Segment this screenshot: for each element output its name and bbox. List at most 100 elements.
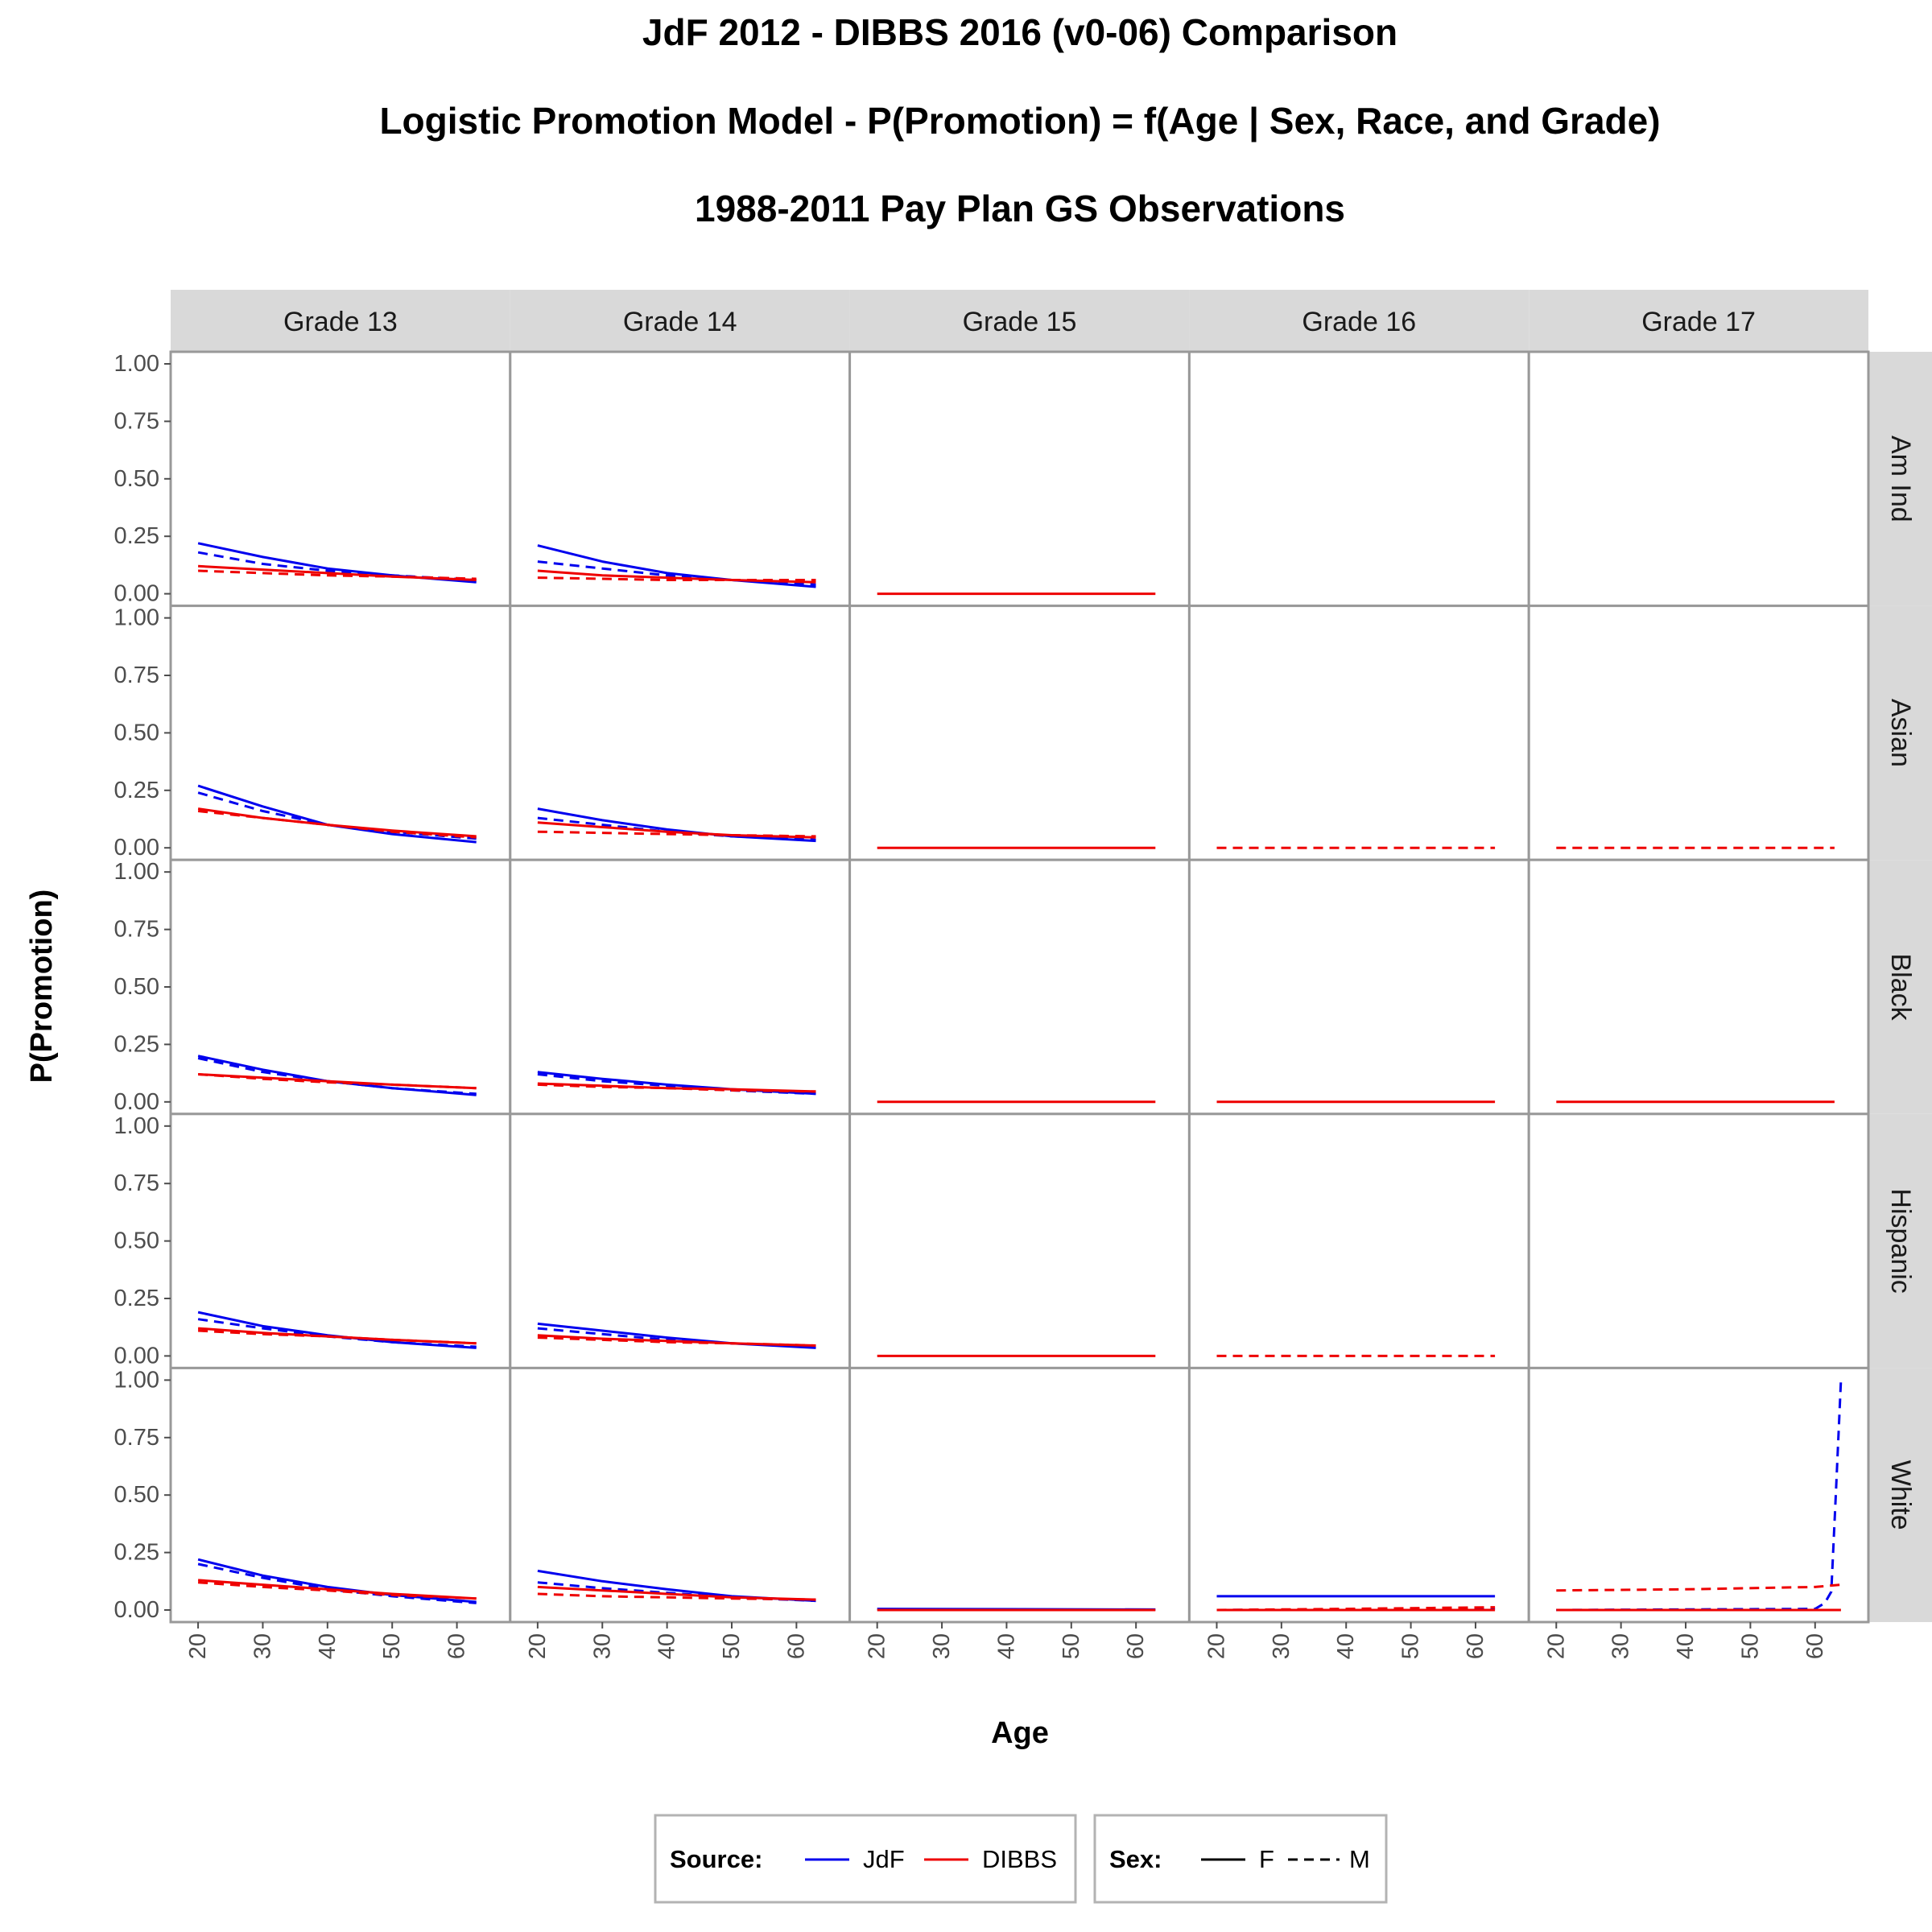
series-line-dibbs-m xyxy=(198,1329,477,1345)
facet-panel xyxy=(1187,858,1530,1116)
series-line-jdf-m xyxy=(537,1073,816,1096)
x-tick-label: 20 xyxy=(865,1633,890,1659)
row-strip-label: Black xyxy=(1885,953,1916,1021)
column-strip xyxy=(171,290,510,352)
series-line-jdf-m xyxy=(197,551,477,581)
y-tick-label: 0.00 xyxy=(114,1597,159,1623)
y-tick-label: 0.50 xyxy=(114,1228,159,1254)
x-tick-label: 40 xyxy=(315,1633,341,1659)
x-tick-label: 20 xyxy=(1543,1633,1569,1659)
column-strip-label: Grade 16 xyxy=(1302,307,1416,337)
x-tick-label: 30 xyxy=(1269,1633,1294,1659)
x-tick-label: 50 xyxy=(1398,1633,1424,1659)
row-strip xyxy=(1869,1113,1932,1368)
y-tick-label: 0.25 xyxy=(114,1540,159,1566)
chart-title-line-3: 1988-2011 Pay Plan GS Observations xyxy=(695,188,1345,229)
y-tick-label: 0.75 xyxy=(114,1425,159,1451)
facet-panel xyxy=(169,1113,512,1369)
y-tick-label: 0.50 xyxy=(114,974,159,1000)
y-tick-label: 0.75 xyxy=(114,408,159,434)
y-tick-label: 1.00 xyxy=(114,351,159,377)
column-strip xyxy=(510,290,850,352)
y-tick-label: 1.00 xyxy=(114,1113,159,1139)
column-strip-label: Grade 15 xyxy=(963,307,1077,337)
series-line-dibbs-m xyxy=(537,1083,816,1093)
x-tick-label: 20 xyxy=(1203,1633,1229,1659)
x-tick-label: 50 xyxy=(379,1633,405,1659)
column-strip-label: Grade 17 xyxy=(1641,307,1756,337)
y-tick-label: 0.00 xyxy=(114,1089,159,1115)
y-tick-label: 0.25 xyxy=(114,778,159,803)
y-tick-label: 0.25 xyxy=(114,523,159,549)
x-tick-label: 40 xyxy=(1673,1633,1699,1659)
facet-panel xyxy=(848,1366,1191,1624)
y-tick-label: 0.25 xyxy=(114,1286,159,1311)
facet-panel xyxy=(169,1366,512,1624)
y-tick-label: 1.00 xyxy=(114,605,159,631)
facet-panel xyxy=(509,605,852,861)
column-strip-label: Grade 13 xyxy=(283,307,398,337)
series-line-dibbs-m xyxy=(537,830,816,838)
x-tick-label: 50 xyxy=(719,1633,745,1659)
facet-panel xyxy=(848,858,1191,1116)
column-strip xyxy=(849,290,1190,352)
chart-title-line-2: Logistic Promotion Model - P(Promotion) … xyxy=(379,100,1660,142)
facet-panel xyxy=(848,605,1191,861)
x-tick-label: 60 xyxy=(1123,1633,1149,1659)
x-tick-label: 40 xyxy=(993,1633,1019,1659)
row-strip-label: Hispanic xyxy=(1885,1188,1916,1293)
series-line-dibbs-m xyxy=(197,1073,477,1090)
legend-label-jdf: JdF xyxy=(863,1845,905,1873)
legend-label-f: F xyxy=(1259,1845,1274,1873)
series-line-dibbs-m xyxy=(1556,1583,1842,1592)
facet-panel xyxy=(169,350,512,608)
x-tick-label: 30 xyxy=(1608,1633,1634,1659)
legend-source-box xyxy=(654,1814,1077,1904)
y-tick-label: 0.50 xyxy=(114,720,159,745)
series-line-jdf-f xyxy=(537,544,816,588)
chart-title-line-1: JdF 2012 - DIBBS 2016 (v0-06) Comparison xyxy=(642,11,1397,53)
series-line-jdf-f xyxy=(197,1558,477,1604)
facet-panel xyxy=(1527,350,1870,608)
facet-panel xyxy=(509,858,852,1116)
row-strip-label: Asian xyxy=(1885,699,1916,767)
x-tick-label: 40 xyxy=(654,1633,680,1659)
x-tick-label: 60 xyxy=(1802,1633,1828,1659)
series-line-dibbs-m xyxy=(1216,1606,1496,1612)
x-tick-label: 60 xyxy=(783,1633,809,1659)
facet-panel xyxy=(1527,858,1870,1116)
series-line-dibbs-f xyxy=(537,821,816,839)
legend-label-m: M xyxy=(1349,1845,1370,1873)
x-tick-label: 50 xyxy=(1737,1633,1763,1659)
series-line-dibbs-f xyxy=(537,1585,816,1601)
row-strip-label: Am Ind xyxy=(1885,436,1916,522)
y-tick-label: 0.25 xyxy=(114,1031,159,1057)
y-tick-label: 0.50 xyxy=(114,466,159,492)
series-line-dibbs-m xyxy=(537,1336,816,1347)
row-strip-label: White xyxy=(1885,1460,1916,1530)
legend-source-title: Source: xyxy=(670,1845,762,1873)
legend-label-dibbs: DIBBS xyxy=(982,1845,1057,1873)
series-line-dibbs-f xyxy=(198,564,477,581)
facet-panel xyxy=(1527,1113,1870,1369)
x-tick-label: 60 xyxy=(1463,1633,1488,1659)
series-line-jdf-f xyxy=(537,807,816,843)
y-tick-label: 0.00 xyxy=(114,835,159,861)
facet-panel xyxy=(169,605,512,861)
series-line-dibbs-m xyxy=(198,569,477,580)
y-tick-label: 0.75 xyxy=(114,1170,159,1196)
x-tick-label: 40 xyxy=(1333,1633,1359,1659)
series-line-dibbs-m xyxy=(537,1592,816,1601)
facet-panel xyxy=(1527,1366,1870,1624)
column-strip xyxy=(1529,290,1868,352)
row-strip xyxy=(1869,352,1932,606)
series-line-jdf-m xyxy=(537,560,816,586)
row-strip xyxy=(1869,1368,1932,1622)
row-strip xyxy=(1869,605,1932,861)
x-tick-label: 30 xyxy=(589,1633,615,1659)
facet-panel xyxy=(1187,605,1530,861)
x-tick-label: 20 xyxy=(185,1633,211,1659)
facet-panel xyxy=(509,350,852,608)
